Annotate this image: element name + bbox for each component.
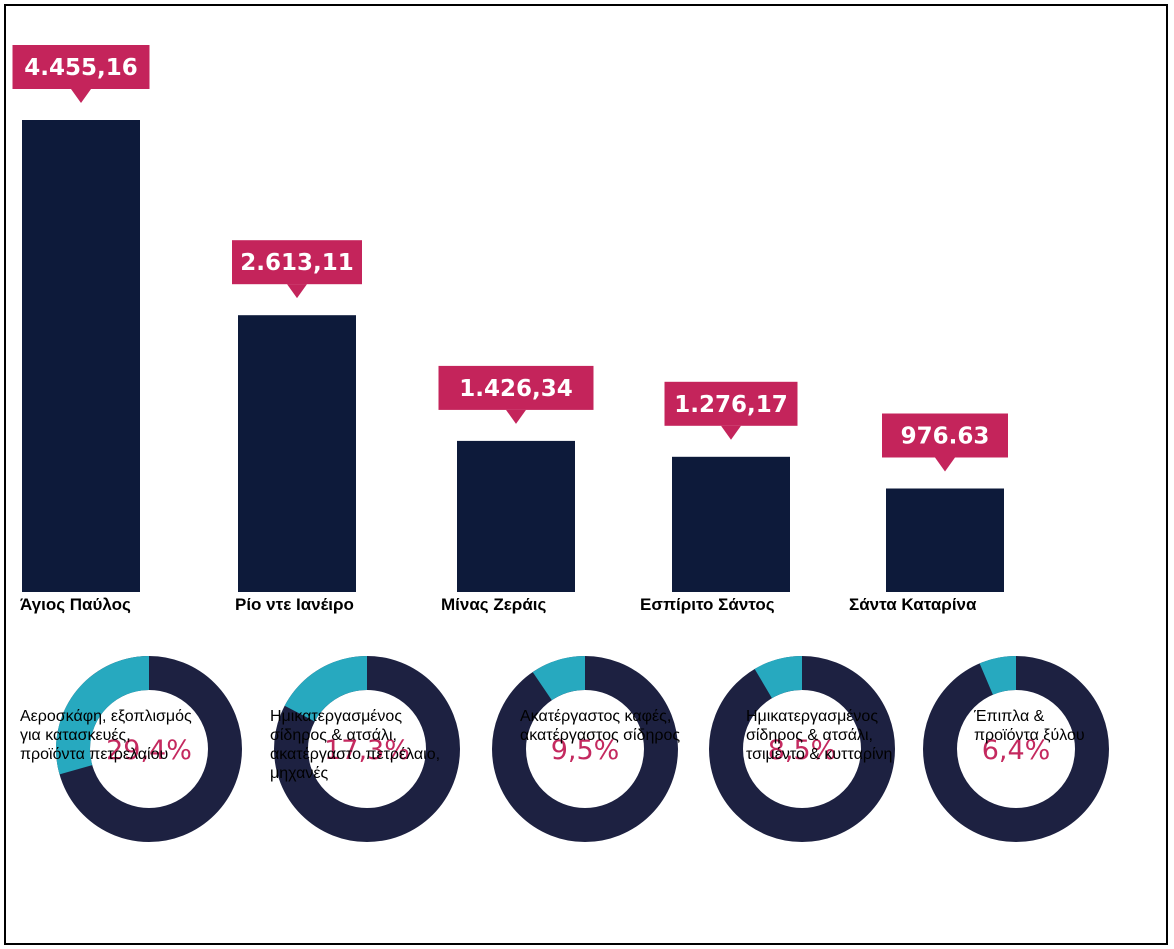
bar-2 [457,440,575,592]
value-label-0: 4.455,16 [24,55,138,81]
value-label-pointer-0 [71,89,91,103]
bar-0 [22,120,140,592]
donut-label-4: 6,4% [982,735,1051,766]
value-label-3: 1.276,17 [674,392,788,418]
donut-share-1 [284,656,367,722]
region-label-sao-paulo: Άγιος Παύλος [20,595,131,614]
value-label-box-0 [12,45,150,89]
value-label-2: 1.426,34 [459,376,573,402]
donut-label-2: 9,5% [551,735,620,766]
donut-label-1: 17,3% [324,735,410,766]
donut-label-0: 29,4% [106,735,192,766]
export-desc-santa-catarina: Έπιπλα & προϊόντα ξύλου [974,708,1085,744]
region-label-santa-catarina: Σάντα Καταρίνα [849,595,977,614]
export-desc-minas-gerais: Ακατέργαστος καφές, ακατέργαστος σίδηρος [520,708,681,744]
bar-chart: 4.455,16 2.613,11 1.426,34 1.276,17 976.63 [12,45,1008,592]
value-label-box-4 [882,413,1008,458]
value-label-pointer-1 [287,284,307,299]
donut-share-3 [754,656,802,699]
value-label-pointer-3 [721,425,741,440]
donut-share-0 [55,656,149,775]
region-label-rio-de-janeiro: Ρίο ντε Ιανέιρο [235,595,354,614]
value-label-1: 2.613,11 [240,250,354,276]
region-label-minas-gerais: Μίνας Ζεράις [441,595,547,614]
export-desc-sao-paulo: Αεροσκάφη, εξοπλισμός για κατασκευές, πρ… [20,708,192,763]
export-desc-rio-de-janeiro: Ημικατεργασμένος σίδηρος & ατσάλι, ακατέ… [270,708,441,782]
region-label-espirito-santo: Εσπίριτο Σάντος [640,595,775,614]
value-label-box-3 [664,381,798,426]
donut-label-3: 8,5% [768,735,837,766]
value-label-box-2 [438,365,594,410]
export-desc-espirito-santo: Ημικατεργασμένος σίδηρος & ατσάλι, τσιμέ… [746,708,893,763]
bar-3 [672,456,790,592]
value-label-pointer-2 [506,409,526,424]
bar-1 [238,315,356,592]
donut-share-2 [532,656,585,701]
value-label-pointer-4 [935,457,955,472]
donut-share-4 [979,656,1016,695]
bar-4 [886,488,1004,592]
value-label-4: 976.63 [901,424,990,450]
value-label-box-1 [232,240,362,285]
